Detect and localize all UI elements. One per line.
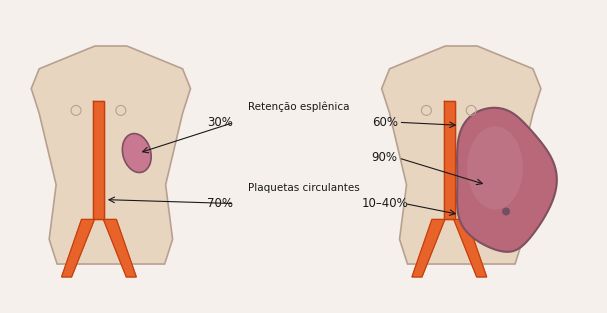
- Polygon shape: [412, 219, 445, 277]
- Text: 10–40%: 10–40%: [361, 197, 408, 210]
- Polygon shape: [93, 100, 104, 219]
- Polygon shape: [31, 46, 191, 264]
- Polygon shape: [444, 100, 455, 219]
- Polygon shape: [467, 126, 523, 209]
- Circle shape: [502, 208, 510, 215]
- Text: Plaquetas circulantes: Plaquetas circulantes: [248, 183, 360, 193]
- Text: 60%: 60%: [371, 116, 398, 129]
- Text: 30%: 30%: [208, 116, 233, 129]
- Polygon shape: [457, 108, 557, 252]
- Polygon shape: [382, 46, 541, 264]
- Text: 70%: 70%: [208, 197, 233, 210]
- Ellipse shape: [123, 134, 151, 172]
- Text: 90%: 90%: [371, 151, 398, 165]
- Polygon shape: [454, 219, 487, 277]
- Polygon shape: [62, 219, 95, 277]
- Polygon shape: [103, 219, 136, 277]
- Text: Retenção esplênica: Retenção esplênica: [248, 101, 350, 112]
